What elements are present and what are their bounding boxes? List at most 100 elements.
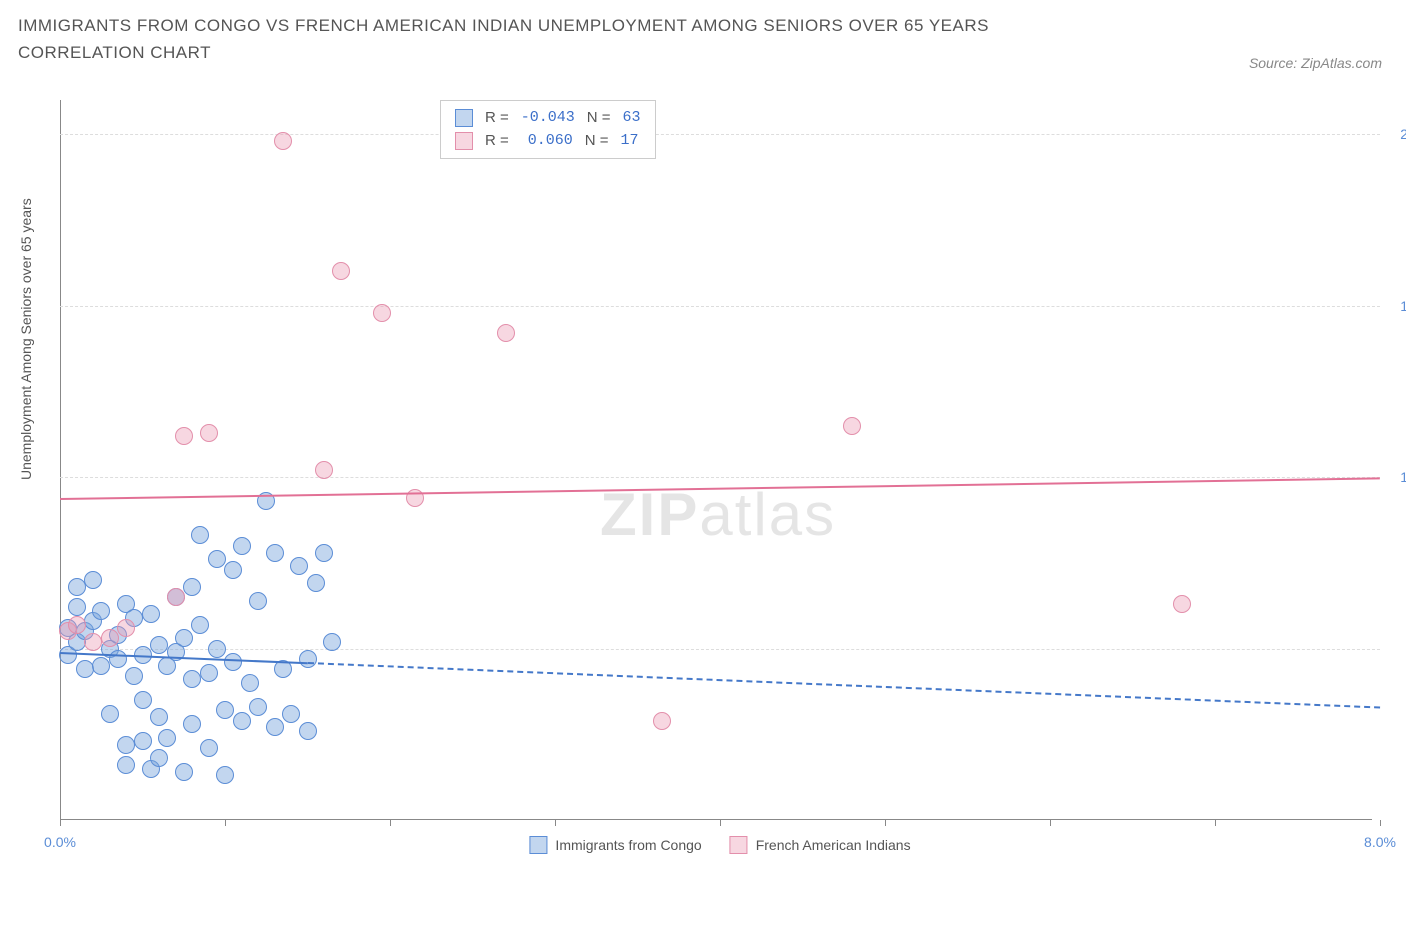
r-label-2: R = [485, 130, 509, 153]
y-axis-line [60, 100, 61, 820]
data-point [843, 417, 861, 435]
x-tick-label: 0.0% [44, 834, 76, 850]
data-point [134, 691, 152, 709]
data-point [117, 756, 135, 774]
legend-swatch-2 [455, 132, 473, 150]
data-point [92, 602, 110, 620]
x-tick-mark [555, 820, 556, 826]
data-point [183, 670, 201, 688]
data-point [200, 739, 218, 757]
n-label-1: N = [587, 107, 611, 130]
y-tick-label: 5.0% [1385, 641, 1406, 657]
data-point [266, 544, 284, 562]
data-point [134, 732, 152, 750]
data-point [274, 132, 292, 150]
data-point [216, 766, 234, 784]
data-point [191, 526, 209, 544]
data-point [233, 712, 251, 730]
x-tick-mark [885, 820, 886, 826]
y-tick-label: 15.0% [1385, 298, 1406, 314]
series-legend-item-2: French American Indians [730, 836, 911, 854]
data-point [175, 427, 193, 445]
data-point [183, 578, 201, 596]
data-point [92, 657, 110, 675]
data-point [68, 616, 86, 634]
series-legend-item-1: Immigrants from Congo [529, 836, 701, 854]
data-point [175, 763, 193, 781]
y-axis-label: Unemployment Among Seniors over 65 years [18, 198, 34, 480]
data-point [167, 588, 185, 606]
y-tick-label: 20.0% [1385, 126, 1406, 142]
n-label-2: N = [585, 130, 609, 153]
series-label-2: French American Indians [756, 837, 911, 853]
data-point [299, 650, 317, 668]
grid-line [60, 306, 1380, 307]
n-value-1: 63 [623, 107, 641, 130]
series-swatch-2 [730, 836, 748, 854]
data-point [150, 749, 168, 767]
x-tick-mark [1215, 820, 1216, 826]
legend-swatch-1 [455, 109, 473, 127]
n-value-2: 17 [621, 130, 639, 153]
source-label: Source: ZipAtlas.com [1249, 55, 1382, 71]
data-point [653, 712, 671, 730]
data-point [109, 650, 127, 668]
data-point [191, 616, 209, 634]
series-swatch-1 [529, 836, 547, 854]
data-point [224, 653, 242, 671]
trend-line-dashed [307, 662, 1380, 709]
data-point [307, 574, 325, 592]
data-point [373, 304, 391, 322]
trend-line-solid [60, 477, 1380, 500]
x-tick-mark [225, 820, 226, 826]
grid-line [60, 477, 1380, 478]
data-point [142, 605, 160, 623]
data-point [290, 557, 308, 575]
x-tick-mark [60, 820, 61, 826]
data-point [150, 636, 168, 654]
data-point [76, 660, 94, 678]
r-value-2: 0.060 [521, 130, 573, 153]
data-point [315, 461, 333, 479]
data-point [208, 640, 226, 658]
legend-row-1: R = -0.043 N = 63 [455, 107, 641, 130]
x-tick-mark [1050, 820, 1051, 826]
x-tick-mark [720, 820, 721, 826]
grid-line [60, 649, 1380, 650]
data-point [241, 674, 259, 692]
data-point [208, 550, 226, 568]
data-point [497, 324, 515, 342]
data-point [282, 705, 300, 723]
data-point [101, 629, 119, 647]
data-point [249, 698, 267, 716]
chart-area: 5.0%10.0%15.0%20.0%0.0%8.0% ZIPatlas R =… [60, 100, 1380, 860]
data-point [200, 664, 218, 682]
data-point [117, 619, 135, 637]
series-label-1: Immigrants from Congo [555, 837, 701, 853]
data-point [216, 701, 234, 719]
r-value-1: -0.043 [521, 107, 575, 130]
data-point [68, 598, 86, 616]
data-point [68, 578, 86, 596]
data-point [125, 667, 143, 685]
data-point [332, 262, 350, 280]
x-tick-mark [1380, 820, 1381, 826]
data-point [183, 715, 201, 733]
plot-surface: 5.0%10.0%15.0%20.0%0.0%8.0% [60, 100, 1380, 860]
data-point [233, 537, 251, 555]
data-point [175, 629, 193, 647]
r-label-1: R = [485, 107, 509, 130]
x-axis-line [60, 819, 1372, 820]
data-point [1173, 595, 1191, 613]
data-point [200, 424, 218, 442]
data-point [299, 722, 317, 740]
chart-title: IMMIGRANTS FROM CONGO VS FRENCH AMERICAN… [18, 12, 1118, 66]
series-legend: Immigrants from Congo French American In… [529, 836, 910, 854]
data-point [224, 561, 242, 579]
grid-line [60, 134, 1380, 135]
data-point [266, 718, 284, 736]
data-point [158, 729, 176, 747]
correlation-legend: R = -0.043 N = 63 R = 0.060 N = 17 [440, 100, 656, 159]
data-point [84, 633, 102, 651]
data-point [101, 705, 119, 723]
